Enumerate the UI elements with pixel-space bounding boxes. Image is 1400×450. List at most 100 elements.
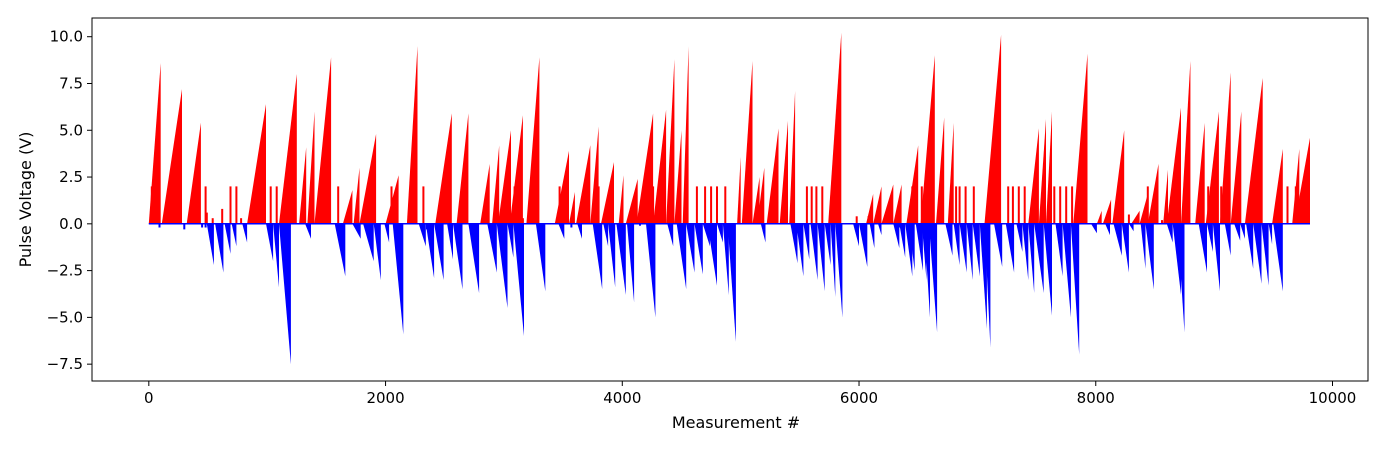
negative-ramp-91 bbox=[1198, 223, 1207, 273]
negative-ramp-9 bbox=[334, 223, 346, 277]
positive-ramp-31 bbox=[682, 46, 689, 224]
positive-spike-53 bbox=[1294, 186, 1297, 224]
positive-ramp-45 bbox=[920, 55, 935, 224]
negative-ramp-36 bbox=[686, 223, 695, 273]
negative-ramp-79 bbox=[1062, 223, 1071, 318]
negative-spike-4 bbox=[426, 223, 428, 230]
positive-ramp-44 bbox=[906, 145, 919, 224]
positive-spike-22 bbox=[710, 186, 713, 224]
positive-spike-26 bbox=[810, 186, 813, 224]
positive-ramp-22 bbox=[576, 145, 591, 224]
positive-ramp-62 bbox=[1195, 122, 1205, 224]
positive-ramp-23 bbox=[590, 126, 599, 224]
negative-ramp-10 bbox=[352, 223, 361, 239]
positive-ramp-38 bbox=[789, 91, 796, 224]
negative-ramp-21 bbox=[487, 223, 497, 273]
y-tick-label: −5.0 bbox=[47, 308, 83, 326]
positive-spike-31 bbox=[911, 186, 914, 224]
negative-ramp-6 bbox=[273, 223, 279, 288]
negative-ramp-18 bbox=[447, 223, 453, 260]
negative-ramp-68 bbox=[972, 223, 980, 277]
positive-ramp-7 bbox=[314, 57, 332, 224]
negative-ramp-78 bbox=[1055, 223, 1063, 277]
positive-spike-38 bbox=[1011, 186, 1014, 224]
positive-spike-30 bbox=[867, 216, 870, 224]
negative-ramp-55 bbox=[878, 223, 882, 236]
negative-spike-7 bbox=[639, 223, 641, 226]
negative-ramp-80 bbox=[1070, 223, 1080, 355]
positive-ramp-4 bbox=[279, 74, 297, 224]
positive-spike-4 bbox=[221, 208, 224, 224]
negative-ramp-44 bbox=[790, 223, 798, 264]
positive-ramp-46 bbox=[936, 117, 945, 224]
negative-ramp-93 bbox=[1212, 223, 1220, 292]
negative-ramp-41 bbox=[722, 223, 729, 295]
negative-ramp-87 bbox=[1145, 223, 1154, 290]
positive-ramp-69 bbox=[1294, 137, 1310, 224]
negative-ramp-94 bbox=[1224, 223, 1231, 256]
positive-spike-33 bbox=[955, 186, 958, 224]
positive-ramp-47 bbox=[947, 122, 954, 224]
negative-spike-3 bbox=[204, 223, 207, 228]
positive-ramp-42 bbox=[881, 184, 894, 224]
positive-spike-8 bbox=[269, 186, 272, 224]
negative-ramp-4 bbox=[242, 223, 248, 243]
x-tick-label: 4000 bbox=[603, 389, 641, 407]
positive-spike-7 bbox=[240, 218, 243, 224]
positive-spike-16 bbox=[558, 186, 561, 224]
positive-spike-2 bbox=[205, 212, 208, 224]
positive-spike-47 bbox=[1161, 220, 1163, 224]
positive-ramp-57 bbox=[1139, 193, 1148, 224]
positive-ramp-9 bbox=[353, 167, 360, 224]
positive-spike-42 bbox=[1059, 186, 1062, 224]
positive-ramp-36 bbox=[766, 128, 779, 224]
y-tick-label: −7.5 bbox=[47, 355, 83, 373]
negative-ramp-52 bbox=[853, 223, 859, 247]
negative-ramp-77 bbox=[1043, 223, 1052, 316]
negative-ramp-22 bbox=[496, 223, 508, 308]
negative-ramp-65 bbox=[953, 223, 960, 265]
positive-ramp-5 bbox=[299, 147, 307, 224]
positive-spike-14 bbox=[513, 186, 516, 224]
positive-spike-45 bbox=[1127, 214, 1130, 224]
x-tick-label: 10000 bbox=[1309, 389, 1357, 407]
negative-ramp-29 bbox=[603, 223, 609, 247]
positive-ramp-43 bbox=[893, 184, 902, 224]
negative-ramp-95 bbox=[1234, 223, 1241, 241]
positive-ramp-33 bbox=[741, 61, 753, 224]
x-axis-ticks: 0 2000 4000 6000 8000 10000 bbox=[144, 381, 1356, 407]
positive-ramp-55 bbox=[1112, 130, 1125, 224]
negative-ramp-37 bbox=[694, 223, 703, 275]
negative-ramp-8 bbox=[305, 223, 311, 239]
negative-ramp-11 bbox=[363, 223, 374, 262]
positive-ramp-56 bbox=[1131, 210, 1140, 224]
negative-ramp-45 bbox=[796, 223, 804, 277]
negative-ramp-12 bbox=[373, 223, 381, 280]
negative-ramp-82 bbox=[1105, 223, 1110, 236]
negative-ramp-90 bbox=[1177, 223, 1185, 333]
positive-spike-27 bbox=[815, 186, 818, 224]
negative-ramp-25 bbox=[535, 223, 546, 292]
negative-ramp-56 bbox=[893, 223, 900, 249]
positive-ramp-27 bbox=[636, 113, 654, 224]
negative-ramp-100 bbox=[1268, 223, 1273, 245]
positive-ramp-49 bbox=[1028, 128, 1039, 224]
negative-bars bbox=[148, 223, 1310, 365]
negative-ramp-35 bbox=[676, 223, 687, 290]
x-tick-label: 6000 bbox=[840, 389, 878, 407]
positive-ramp-8 bbox=[342, 190, 353, 224]
positive-spike-6 bbox=[235, 186, 238, 224]
positive-spike-21 bbox=[704, 186, 707, 224]
positive-ramp-25 bbox=[618, 175, 624, 224]
negative-ramp-48 bbox=[817, 223, 825, 292]
negative-ramp-1 bbox=[215, 223, 224, 273]
negative-ramp-43 bbox=[760, 223, 766, 243]
positive-spike-3 bbox=[211, 218, 214, 224]
positive-spike-29 bbox=[855, 216, 858, 224]
negative-ramp-57 bbox=[899, 223, 906, 258]
negative-ramp-15 bbox=[418, 223, 426, 247]
positive-spike-34 bbox=[958, 186, 961, 224]
negative-ramp-92 bbox=[1207, 223, 1213, 252]
positive-ramp-24 bbox=[601, 162, 614, 224]
